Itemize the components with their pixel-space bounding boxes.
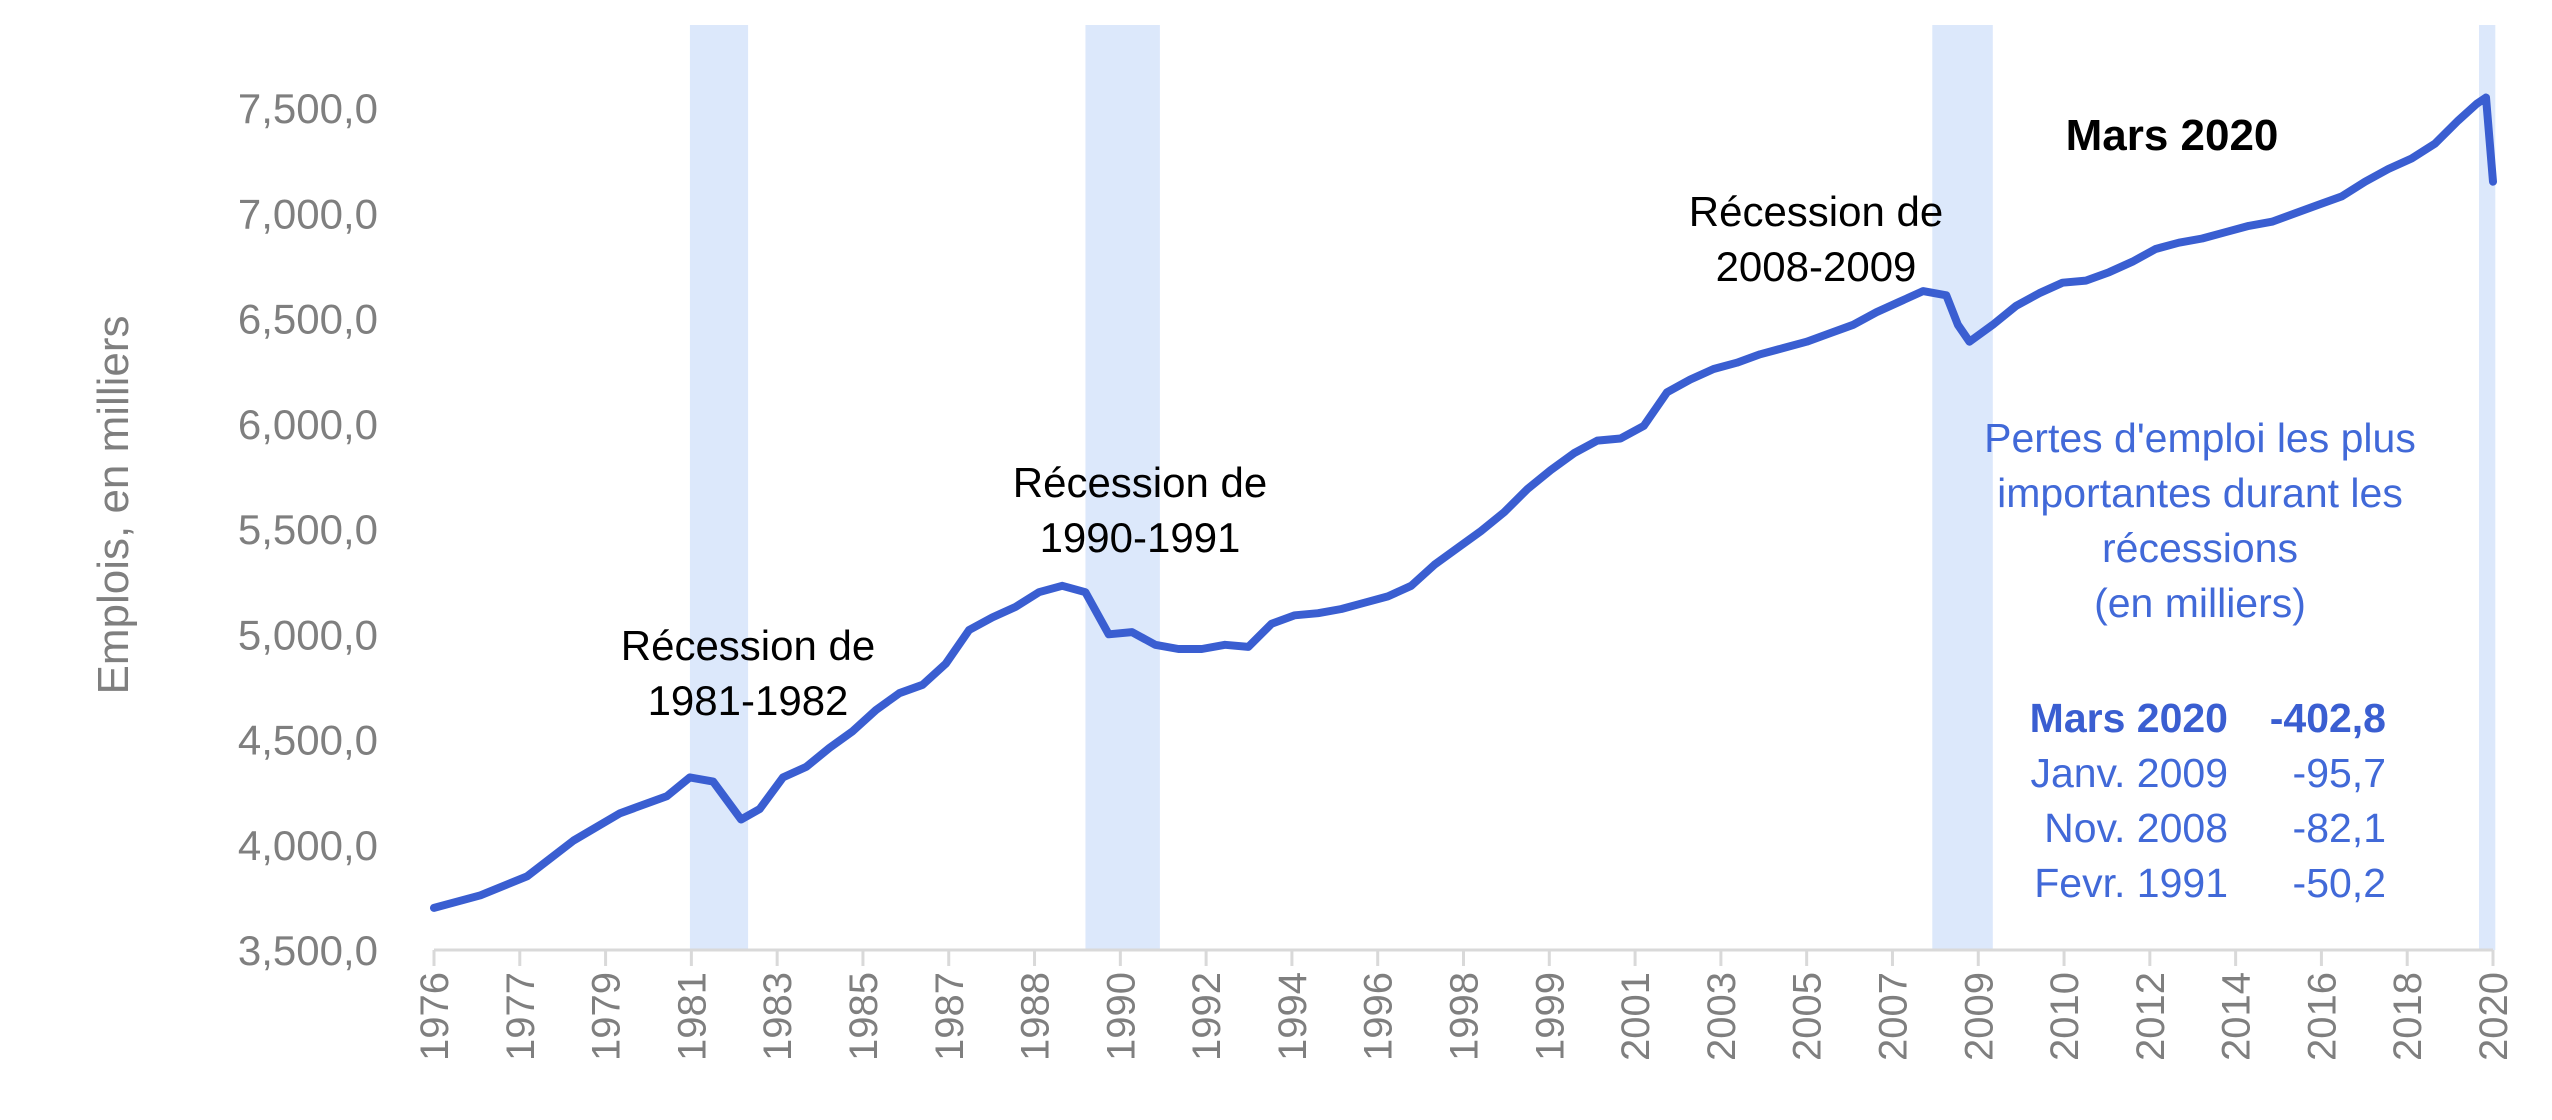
info-box-title-line2: importantes durant les <box>1997 470 2403 516</box>
x-tick-label: 1979 <box>585 972 629 1061</box>
annotation-2008-line1: Récession de <box>1689 188 1943 235</box>
x-tick-label: 2012 <box>2129 972 2173 1061</box>
x-tick-label: 1985 <box>842 972 886 1061</box>
info-box-title-line1: Pertes d'emploi les plus <box>1984 415 2416 461</box>
info-row-label: Janv. 2009 <box>2030 750 2228 796</box>
recession-band <box>1932 25 1993 950</box>
info-row-value: -50,2 <box>2293 860 2386 906</box>
x-tick-label: 1996 <box>1357 972 1401 1061</box>
info-row-value: -82,1 <box>2293 805 2386 851</box>
y-tick-label: 5,000,0 <box>238 611 378 658</box>
x-tick-label: 1976 <box>413 972 457 1061</box>
recession-annotations: Récession de 1981-1982 Récession de 1990… <box>621 111 2279 724</box>
y-tick-label: 7,500,0 <box>238 85 378 132</box>
x-tick-label: 2014 <box>2215 972 2259 1061</box>
info-box-title-line3: récessions <box>2102 525 2298 571</box>
x-tick-label: 1983 <box>756 972 800 1061</box>
x-tick-label: 1994 <box>1271 972 1315 1061</box>
info-row-label: Mars 2020 <box>2030 695 2228 741</box>
annotation-2008-line2: 2008-2009 <box>1716 243 1917 290</box>
y-tick-label: 5,500,0 <box>238 506 378 553</box>
x-tick-label: 1998 <box>1443 972 1487 1061</box>
recession-bands <box>689 25 2496 950</box>
y-tick-label: 6,500,0 <box>238 296 378 343</box>
x-tick-label: 2020 <box>2472 972 2516 1061</box>
series-layer <box>430 93 2497 912</box>
annotation-1990-line2: 1990-1991 <box>1040 514 1241 561</box>
y-tick-label: 4,000,0 <box>238 822 378 869</box>
job-loss-info-box: Pertes d'emploi les plus importantes dur… <box>1984 415 2416 906</box>
x-tick-label: 2005 <box>1786 972 1830 1061</box>
x-tick-label: 2018 <box>2386 972 2430 1061</box>
x-tick-label: 1987 <box>928 972 972 1061</box>
info-row-value: -95,7 <box>2293 750 2386 796</box>
annotation-1990-line1: Récession de <box>1013 459 1267 506</box>
info-row-label: Fevr. 1991 <box>2034 860 2228 906</box>
x-tick-label: 2007 <box>1871 972 1915 1061</box>
info-row-value: -402,8 <box>2270 695 2386 741</box>
y-tick-labels: 3,500,0 4,000,0 4,500,0 5,000,0 5,500,0 6,000… <box>238 85 378 974</box>
info-box-title-line4: (en milliers) <box>2094 580 2306 626</box>
x-tick-label: 1990 <box>1099 972 1143 1061</box>
y-tick-label: 6,000,0 <box>238 401 378 448</box>
recession-band <box>1085 25 1160 950</box>
annotation-mars-2020: Mars 2020 <box>2066 111 2279 160</box>
annotation-1981-line1: Récession de <box>621 622 875 669</box>
y-tick-label: 3,500,0 <box>238 927 378 974</box>
x-tick-label: 2010 <box>2043 972 2087 1061</box>
x-tick-label: 1999 <box>1528 972 1572 1061</box>
x-tick-label: 2016 <box>2300 972 2344 1061</box>
x-tick-label: 2009 <box>1957 972 2001 1061</box>
y-tick-label: 4,500,0 <box>238 717 378 764</box>
employment-series-line <box>430 93 2497 912</box>
x-tick-label: 1988 <box>1014 972 1058 1061</box>
x-tick-label: 1992 <box>1185 972 1229 1061</box>
y-axis-label: Emplois, en milliers <box>89 316 138 695</box>
x-tick-label: 1981 <box>670 972 714 1061</box>
info-row-label: Nov. 2008 <box>2044 805 2228 851</box>
x-tick-label: 2003 <box>1700 972 1744 1061</box>
x-tick-label: 2001 <box>1614 972 1658 1061</box>
y-tick-label: 7,000,0 <box>238 190 378 237</box>
annotation-1981-line2: 1981-1982 <box>648 677 849 724</box>
x-tick-labels: 1976 1977 1979 1981 1983 1985 1987 1988 1990 1992… <box>413 950 2516 1061</box>
x-tick-label: 1977 <box>499 972 543 1061</box>
recession-band <box>2479 25 2496 950</box>
